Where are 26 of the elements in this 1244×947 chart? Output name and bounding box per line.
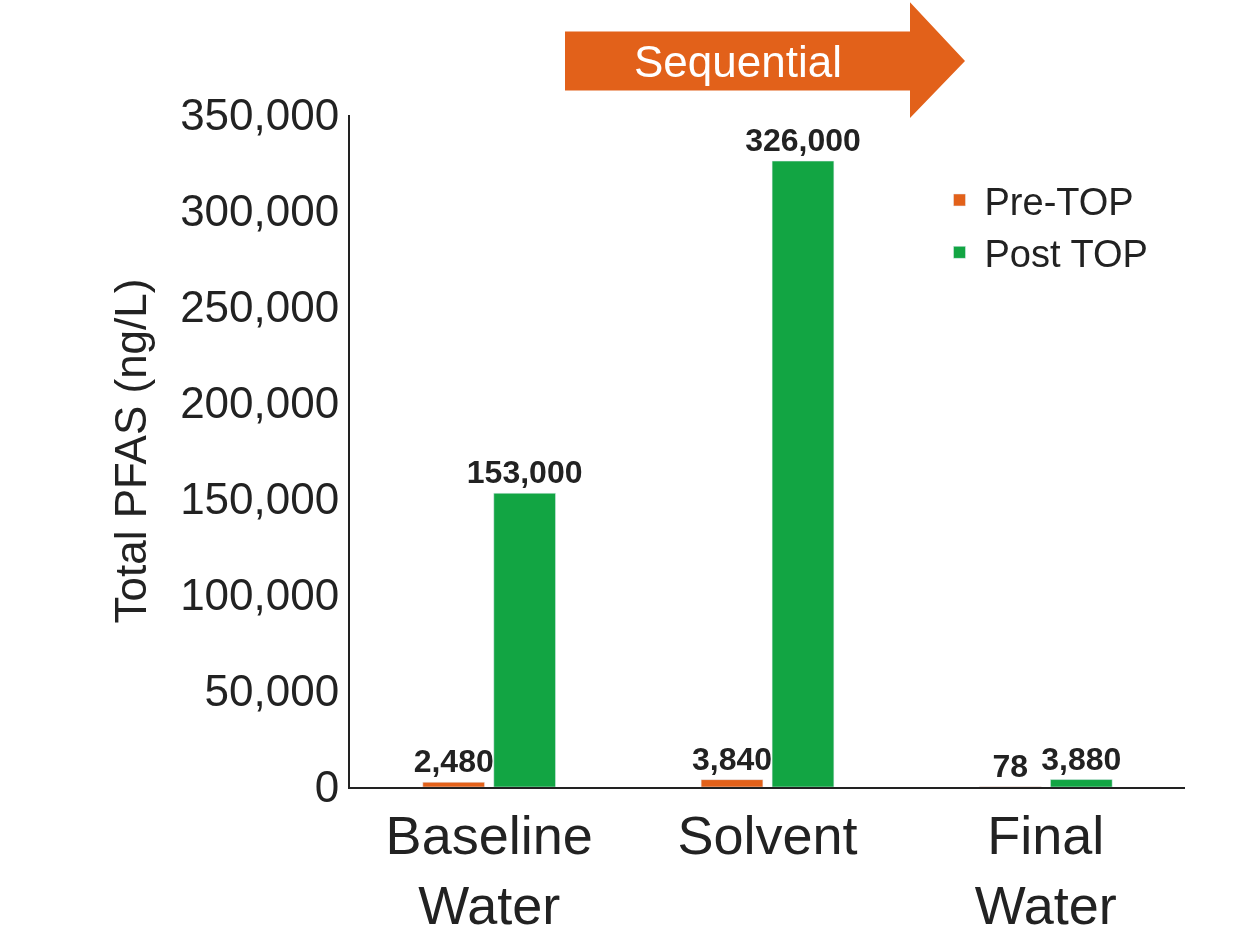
y-tick-label: 50,000: [204, 666, 340, 716]
y-axis-title: Total PFAS (ng/L): [105, 278, 155, 624]
data-label: 3,840: [691, 740, 773, 777]
data-label: 2,480: [413, 743, 494, 780]
y-tick-label: 100,000: [180, 570, 340, 620]
y-tick-label: 150,000: [180, 474, 340, 524]
legend-label: Pre-TOP: [984, 180, 1134, 223]
y-tick-label: 300,000: [180, 186, 340, 236]
data-label: 153,000: [466, 454, 583, 491]
bar: [700, 779, 764, 787]
y-tick-label: 0: [314, 762, 340, 812]
data-label: 3,880: [1041, 740, 1122, 777]
data-label: 78: [992, 747, 1029, 784]
bar: [1050, 779, 1113, 787]
x-tick-label: Baseline Water: [385, 804, 593, 935]
bar: [422, 781, 485, 787]
x-tick-label: Solvent: [677, 804, 858, 865]
bar: [771, 160, 835, 787]
y-tick-label: 200,000: [180, 378, 340, 428]
x-tick-label: Final Water: [974, 804, 1117, 935]
bar: [493, 492, 556, 787]
data-label: 326,000: [745, 122, 861, 159]
text: Sequential: [634, 37, 842, 86]
y-tick-label: 250,000: [180, 282, 340, 332]
y-tick-label: 350,000: [180, 90, 340, 140]
legend-label: Post TOP: [984, 233, 1148, 276]
